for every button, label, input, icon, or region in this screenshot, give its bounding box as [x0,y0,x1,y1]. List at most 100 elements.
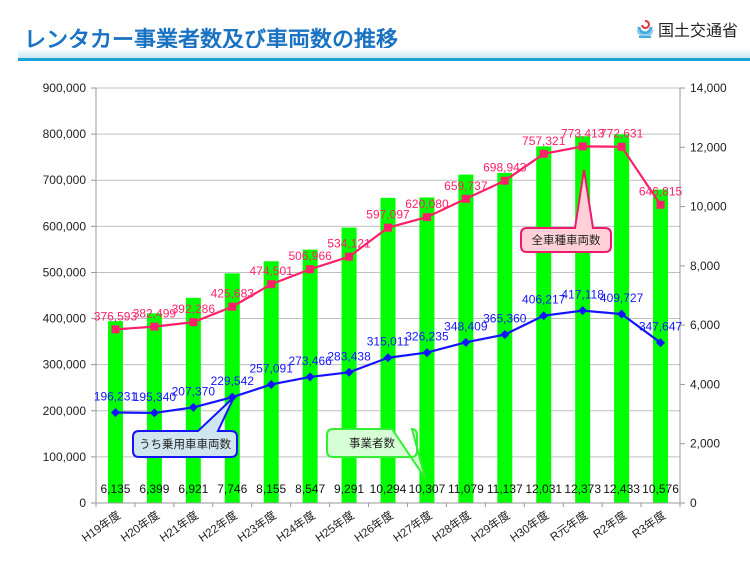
bar [341,227,357,504]
total-vehicles-marker [422,213,431,222]
title-underline [18,58,750,61]
left-axis-tick-label: 900,000 [43,81,87,95]
total-vehicles-value-label: 392,286 [172,302,216,316]
x-tick-label: H27年度 [390,508,435,545]
total-vehicles-marker [345,252,354,261]
x-tick-label: R2年度 [590,508,629,541]
title-underline-band [18,48,750,58]
right-axis-tick-label: 10,000 [690,200,727,214]
x-tick-label: H19年度 [79,508,124,545]
total-vehicles-marker [656,200,665,209]
passenger-vehicles-marker [305,372,315,382]
passenger-vehicles-marker [149,408,159,418]
passenger-vehicles-value-label: 207,370 [172,384,216,398]
passenger-vehicles-marker [422,348,432,358]
left-axis-tick-label: 700,000 [43,173,87,187]
total-vehicles-value-label: 474,501 [250,264,294,278]
passenger-vehicles-value-label: 229,542 [211,374,255,388]
right-axis-tick-label: 0 [690,496,697,510]
left-axis-tick-label: 800,000 [43,127,87,141]
bar-value-label: 10,294 [370,482,407,496]
mlit-emblem-icon [636,20,654,38]
left-axis-tick-label: 600,000 [43,219,87,233]
passenger-vehicles-marker [227,392,237,402]
passenger-vehicles-value-label: 283,438 [327,349,371,363]
total-vehicles-value-label: 659,737 [444,179,488,193]
right-axis-tick-label: 8,000 [690,259,720,273]
total-vehicles-marker [228,302,237,311]
passenger-vehicles-value-label: 257,091 [250,361,294,375]
x-tick-label: H25年度 [313,508,358,545]
passenger-vehicles-value-label: 273,466 [288,354,332,368]
passenger-vehicles-marker [656,338,666,348]
total-vehicles-marker [384,223,392,232]
passenger-vehicles-value-label: 417,118 [561,288,604,302]
total-vehicles-marker [539,149,548,158]
passenger-vehicles-marker [461,337,471,347]
x-tick-label: H20年度 [118,508,163,545]
x-tick-label: H30年度 [507,508,552,545]
total-vehicles-value-label: 382,499 [133,307,177,321]
bar-value-label: 12,031 [525,482,562,496]
right-axis-tick-label: 6,000 [690,318,720,332]
bar-value-label: 9,291 [334,482,364,496]
left-axis-tick-label: 400,000 [43,312,87,326]
bar-value-label: 11,137 [487,482,523,496]
bar [185,297,201,503]
total-vehicles-marker [500,176,509,185]
right-axis-tick-label: 4,000 [690,377,720,391]
bar-value-label: 10,307 [409,482,446,496]
total-vehicles-marker [189,318,198,327]
passenger-vehicles-value-label: 315,011 [367,335,410,349]
x-tick-labels: H19年度H20年度H21年度H22年度H23年度H24年度H25年度H26年度… [79,508,669,545]
bar-value-label: 10,576 [642,482,679,496]
passenger-vehicles-value-label: 348,409 [444,319,488,333]
x-tick-label: H29年度 [468,508,513,545]
callout-total-vehicles-label: 全車種車両数 [532,233,601,247]
total-vehicles-value-label: 376,593 [94,309,138,323]
x-tick-label: H24年度 [274,508,319,545]
passenger-vehicles-value-label: 409,727 [600,291,644,305]
total-vehicles-value-label: 698,943 [483,161,527,175]
bar-value-label: 11,079 [448,482,484,496]
passenger-vehicles-value-label: 406,217 [522,293,566,307]
total-vehicles-value-label: 534,121 [327,237,371,251]
bar-value-label: 8,155 [256,482,286,496]
total-vehicles-value-label: 620,080 [405,197,449,211]
x-tick-label: H22年度 [196,508,241,545]
bar-value-labels: 6,135 6,399 6,921 7,746 8,155 8,547 9,291 10,29… [100,482,679,496]
bar [146,313,162,503]
ministry-name: 国土交通省 [657,21,738,40]
total-vehicles-value-label: 757,321 [522,134,566,148]
total-vehicles-value-label: 506,966 [288,249,332,263]
bar-value-label: 12,373 [564,482,601,496]
total-vehicles-value-label: 425,683 [211,287,255,301]
right-axis-tick-label: 2,000 [690,437,720,451]
total-vehicles-value-label: 773,413 [561,126,605,140]
bar-value-label: 6,399 [139,482,169,496]
passenger-vehicles-marker [110,408,120,418]
total-vehicles-value-label: 646,815 [639,185,683,199]
x-tick-label: H23年度 [235,508,280,545]
bar [380,197,396,503]
total-vehicles-marker [578,142,587,151]
passenger-vehicles-value-label: 196,231 [94,390,138,404]
ministry-logo: 国土交通省 [636,17,738,41]
total-vehicles-marker [150,322,159,331]
callout-passenger-vehicles-label: うち乗用車車両数 [139,437,231,451]
bar-value-label: 8,547 [295,482,325,496]
axes: 0 100,000 200,000 300,000 400,000 500,000 600,… [43,81,727,510]
x-tick-label: H28年度 [429,508,474,545]
passenger-vehicles-marker [578,306,588,316]
passenger-vehicles-marker [539,311,549,321]
callout-passenger-vehicles-shape [132,396,238,458]
right-axis-tick-label: 14,000 [690,81,727,95]
left-axis-tick-label: 500,000 [43,265,87,279]
bar-value-label: 12,433 [603,482,640,496]
x-tick-label: R元年度 [547,508,591,544]
x-tick-label: H26年度 [352,508,397,545]
passenger-vehicles-value-label: 195,340 [133,390,177,404]
